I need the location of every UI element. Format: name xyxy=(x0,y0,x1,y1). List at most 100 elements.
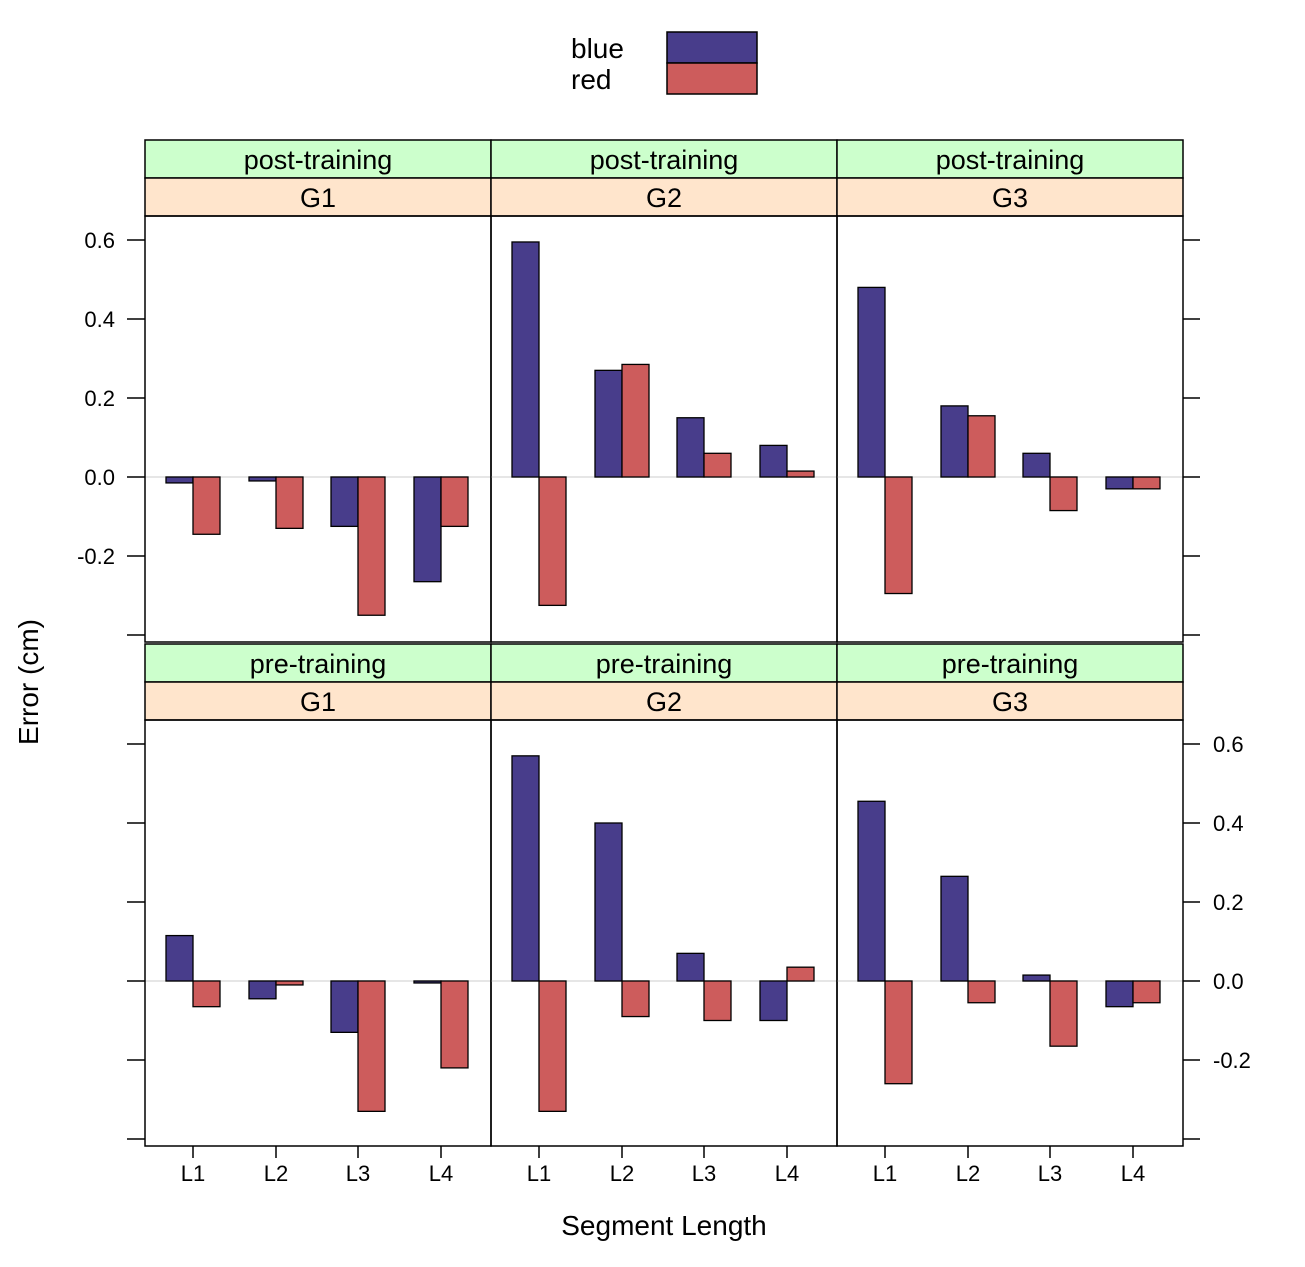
strip-group-label: G2 xyxy=(646,687,682,717)
strip-group-label: G1 xyxy=(300,183,336,213)
bar-blue-L1 xyxy=(511,241,540,478)
bar-red-L4 xyxy=(440,476,469,528)
y-axis-label: Error (cm) xyxy=(13,619,44,745)
axes: -0.2 -0.2 0.0 0.0 0.2 0.2 0.4 0.4 0.6 0.6 L1 L2 L3 L4… xyxy=(77,228,1251,1186)
strip-phase-label: pre-training xyxy=(250,649,387,679)
panel-pre-training-G2: pre-training G2 xyxy=(490,643,838,1147)
strip-phase xyxy=(836,643,1184,683)
y-tick-label: 0.4 xyxy=(1213,811,1244,836)
x-tick-label: L2 xyxy=(956,1161,980,1186)
bar-blue-L1 xyxy=(165,934,194,982)
strip-group xyxy=(144,177,492,217)
legend-swatch xyxy=(666,62,758,95)
y-tick-label: 0.6 xyxy=(84,228,115,253)
panels: post-trainingG1post-trainingG2post-train… xyxy=(144,139,1184,1147)
bar-blue-L3 xyxy=(330,980,359,1033)
bar-red-L2 xyxy=(621,980,650,1018)
strip-phase-label: post-training xyxy=(590,145,739,175)
y-tick-label: 0.6 xyxy=(1213,732,1244,757)
bar-blue-L2 xyxy=(248,980,277,1000)
bar-red-L3 xyxy=(1049,476,1078,512)
bar-red-L1 xyxy=(884,476,913,595)
bar-blue-L3 xyxy=(330,476,359,528)
x-tick-label: L1 xyxy=(181,1161,205,1186)
x-tick-label: L4 xyxy=(429,1161,453,1186)
bar-red-L4 xyxy=(1132,980,1161,1004)
y-tick-label: 0.2 xyxy=(84,386,115,411)
x-tick-label: L4 xyxy=(775,1161,799,1186)
bar-red-L2 xyxy=(621,363,650,478)
strip-group xyxy=(836,681,1184,721)
bar-red-L2 xyxy=(275,980,304,986)
x-tick-label: L4 xyxy=(1121,1161,1145,1186)
bar-red-L4 xyxy=(786,966,815,982)
strip-phase xyxy=(144,139,492,179)
bar-blue-L4 xyxy=(413,476,442,583)
bar-blue-L2 xyxy=(940,875,969,982)
y-tick-label: 0.0 xyxy=(1213,969,1244,994)
bar-blue-L2 xyxy=(594,369,623,478)
bar-blue-L2 xyxy=(248,476,277,482)
x-tick-label: L3 xyxy=(1038,1161,1062,1186)
y-tick-label: 0.2 xyxy=(1213,890,1244,915)
bar-blue-L3 xyxy=(676,417,705,478)
legend-label: blue xyxy=(571,33,624,64)
bar-red-L3 xyxy=(703,980,732,1022)
strip-group-label: G3 xyxy=(992,687,1028,717)
strip-phase-label: pre-training xyxy=(596,649,733,679)
bar-blue-L3 xyxy=(1022,974,1051,982)
panel-post-training-G1: post-training G1 xyxy=(144,139,492,643)
strip-phase-label: pre-training xyxy=(942,649,1079,679)
bar-red-L1 xyxy=(192,980,221,1008)
bar-red-L1 xyxy=(538,476,567,607)
bar-blue-L4 xyxy=(413,980,442,984)
panel-border xyxy=(836,719,1184,1147)
strip-group-label: G3 xyxy=(992,183,1028,213)
strip-group-label: G2 xyxy=(646,183,682,213)
bar-blue-L2 xyxy=(594,822,623,982)
panel-border xyxy=(144,719,492,1147)
bar-red-L4 xyxy=(440,980,469,1069)
bar-blue-L3 xyxy=(1022,452,1051,478)
bar-blue-L4 xyxy=(759,444,788,478)
panel-pre-training-G1: pre-training G1 xyxy=(144,643,492,1147)
bar-red-L4 xyxy=(786,470,815,478)
x-tick-label: L3 xyxy=(346,1161,370,1186)
strip-group-label: G1 xyxy=(300,687,336,717)
bar-blue-L3 xyxy=(676,952,705,982)
panel-border xyxy=(836,215,1184,643)
bar-red-L3 xyxy=(357,476,386,616)
x-tick-label: L3 xyxy=(692,1161,716,1186)
panel-pre-training-G3: pre-training G3 xyxy=(836,643,1184,1147)
bar-red-L3 xyxy=(357,980,386,1113)
bar-red-L3 xyxy=(1049,980,1078,1047)
x-tick-label: L2 xyxy=(264,1161,288,1186)
bar-red-L1 xyxy=(192,476,221,535)
panel-post-training-G3: post-training G3 xyxy=(836,139,1184,643)
bar-blue-L4 xyxy=(1105,476,1134,490)
bar-blue-L1 xyxy=(857,286,886,478)
strip-phase xyxy=(490,139,838,179)
y-tick-label: 0.4 xyxy=(84,307,115,332)
legend-label: red xyxy=(571,64,611,95)
bar-blue-L2 xyxy=(940,405,969,478)
y-tick-label: 0.0 xyxy=(84,465,115,490)
x-tick-label: L2 xyxy=(610,1161,634,1186)
bar-red-L2 xyxy=(275,476,304,529)
bar-blue-L1 xyxy=(857,800,886,982)
bar-blue-L4 xyxy=(759,980,788,1022)
x-tick-label: L1 xyxy=(873,1161,897,1186)
bar-red-L2 xyxy=(967,980,996,1004)
x-axis-label: Segment Length xyxy=(561,1210,767,1241)
bar-red-L1 xyxy=(884,980,913,1085)
panel-post-training-G2: post-training G2 xyxy=(490,139,838,643)
y-tick-label: -0.2 xyxy=(77,544,115,569)
strip-phase-label: post-training xyxy=(936,145,1085,175)
bar-blue-L1 xyxy=(511,755,540,982)
bar-blue-L1 xyxy=(165,476,194,484)
y-tick-label: -0.2 xyxy=(1213,1048,1251,1073)
bar-red-L1 xyxy=(538,980,567,1113)
bar-red-L4 xyxy=(1132,476,1161,490)
strip-group xyxy=(490,177,838,217)
